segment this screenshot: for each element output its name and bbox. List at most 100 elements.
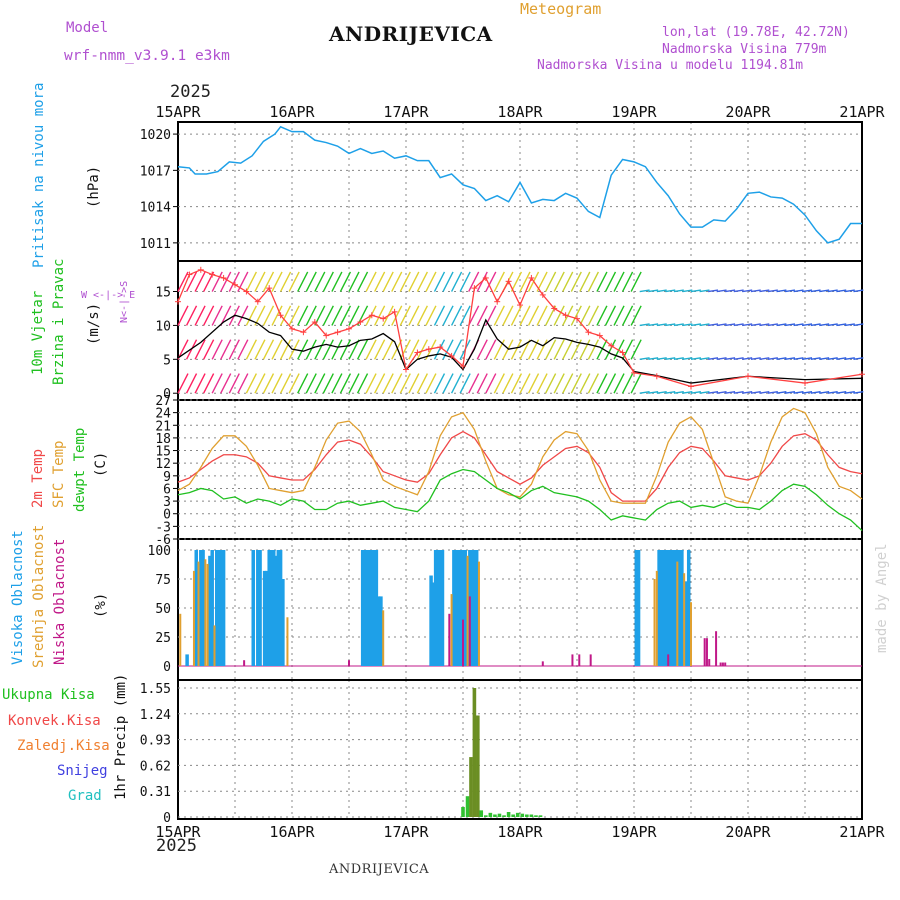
wind-vector: [553, 305, 565, 326]
cloud-high-label: Visoka Oblacnost: [10, 530, 26, 665]
wind-vector: [322, 339, 334, 360]
wind-vector: [331, 373, 343, 394]
cloud-bar: [269, 550, 274, 666]
wind-axis-sublabel: Brzina i Pravac: [51, 259, 67, 385]
wind-vector: [502, 305, 514, 326]
wind-vector: [425, 271, 437, 292]
wind-vector: [656, 323, 667, 327]
y-tick-label: 25: [155, 631, 171, 646]
wind-vector: [553, 271, 565, 292]
cloud-bar: [673, 550, 677, 666]
precip-bar: [502, 815, 506, 817]
wind-vector: [408, 305, 420, 326]
wind-vector: [220, 339, 232, 360]
temp-2m-label: 2m Temp: [30, 449, 46, 508]
y-tick-label: 0.62: [140, 759, 171, 774]
wind-vector: [279, 339, 292, 360]
wind-vector: [750, 391, 761, 394]
wind-vector: [759, 357, 770, 361]
cloud-bar: [452, 550, 456, 666]
wind-vector: [742, 391, 753, 394]
wind-vector: [545, 339, 557, 360]
wind-vector: [194, 373, 206, 394]
coords-label: lon,lat (19.78E, 42.72N): [662, 25, 850, 40]
wind-vector: [314, 339, 326, 360]
wind-vector: [348, 271, 360, 292]
wind-vector: [690, 323, 701, 327]
wind-vector: [673, 391, 684, 394]
wind-vector: [262, 271, 275, 292]
wind-vector: [665, 357, 676, 361]
wind-vector: [450, 373, 463, 394]
wind-vector: [356, 339, 369, 360]
cloud-bar: [671, 550, 675, 666]
y-tick-label: 24: [155, 407, 171, 422]
precip-legend-2: Zaledj.Kisa: [17, 738, 110, 754]
wind-vector: [450, 271, 463, 292]
cloud-bar: [192, 570, 195, 666]
precip-bar: [511, 814, 515, 817]
wind-vector: [656, 391, 667, 394]
wind-vector: [433, 305, 446, 326]
wind-vector: [433, 339, 446, 360]
cloud-bar: [208, 555, 212, 666]
cloud-bar: [281, 579, 285, 666]
wind-vector: [570, 305, 582, 326]
cloud-low-label: Niska Oblacnost: [52, 539, 68, 665]
wind-vector: [220, 373, 232, 394]
wind-vector: [827, 289, 838, 293]
y-tick-label: 5: [163, 353, 171, 368]
cloud-bar: [276, 550, 281, 666]
cloud-bar: [278, 550, 283, 666]
wind-vector: [673, 357, 684, 361]
cloud-bar: [199, 550, 203, 666]
wind-vector: [844, 323, 855, 327]
x-tick-label-bottom: 17APR: [383, 823, 429, 841]
wind-vector: [793, 391, 804, 394]
wind-vector: [468, 271, 480, 292]
wind-vector: [305, 305, 317, 326]
wind-vector: [425, 305, 437, 326]
cloud-bar: [454, 550, 458, 666]
wind-vector: [510, 271, 523, 292]
cloud-bar: [719, 662, 722, 666]
wind-vector: [587, 339, 600, 360]
wind-vector: [237, 271, 249, 292]
wind-vector: [237, 339, 249, 360]
cloud-bar: [676, 561, 679, 666]
wind-vector: [621, 271, 634, 292]
wind-vector: [604, 373, 617, 394]
wind-vector: [408, 271, 420, 292]
wind-vector: [220, 305, 232, 326]
wind-vector: [493, 271, 505, 292]
wind-vector: [759, 289, 770, 293]
cloud-bar: [634, 550, 639, 666]
cloud-bar: [659, 550, 664, 666]
wind-vector: [699, 323, 710, 327]
panel-frame-precip: [177, 679, 863, 820]
wind-vector: [707, 357, 719, 361]
cloud-bar: [462, 619, 464, 666]
cloud-bar: [372, 550, 376, 666]
pressure-axis-label: Pritisak na nivou mora: [31, 83, 47, 268]
wind-vector: [707, 289, 719, 293]
wind-vector: [177, 305, 189, 326]
wind-vector: [853, 323, 864, 327]
wind-vector: [339, 271, 352, 292]
temp-line-1: [177, 407, 863, 504]
x-tick-label-top: 17APR: [383, 103, 429, 121]
cloud-bar: [571, 654, 574, 666]
wind-vector: [228, 271, 240, 292]
wind-vector: [502, 373, 514, 394]
wind-vector: [853, 289, 864, 293]
wind-vector: [802, 289, 813, 293]
wind-vector: [545, 271, 557, 292]
cloud-bar: [680, 550, 684, 666]
wind-vector: [682, 289, 693, 293]
wind-vector: [733, 357, 744, 361]
wind-vector: [742, 323, 753, 327]
y-tick-label: 1020: [140, 128, 171, 143]
wind-vector: [339, 339, 352, 360]
footer-title: ANDRIJEVICA: [329, 862, 430, 877]
y-tick-label: 1014: [140, 201, 171, 216]
